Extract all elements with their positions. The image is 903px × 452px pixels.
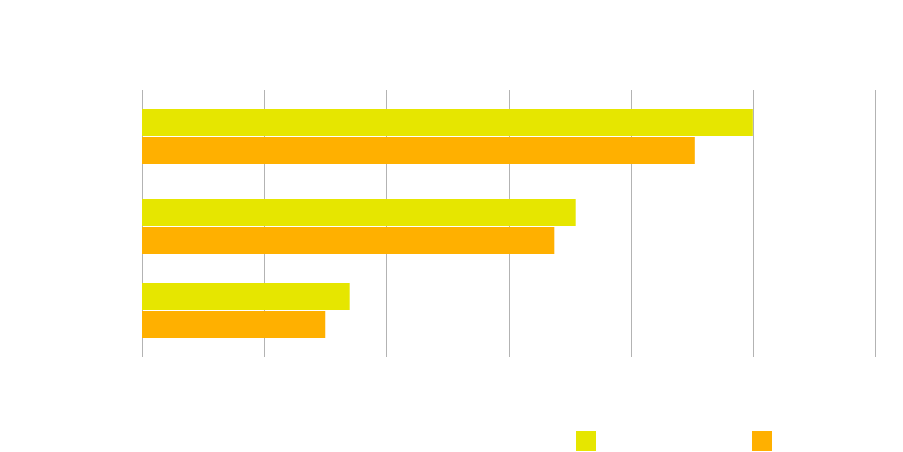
bar-category-1-series-2 — [142, 137, 695, 164]
bar-category-2-series-2 — [142, 227, 555, 254]
bar-category-3-series-2 — [142, 311, 326, 338]
bars — [142, 109, 753, 338]
bar-category-2-series-1 — [142, 199, 576, 226]
bar-category-3-series-1 — [142, 283, 350, 310]
bar-category-1-series-1 — [142, 109, 753, 136]
legend-swatch-series-2 — [752, 431, 772, 451]
legend — [576, 431, 772, 451]
legend-swatch-series-1 — [576, 431, 596, 451]
